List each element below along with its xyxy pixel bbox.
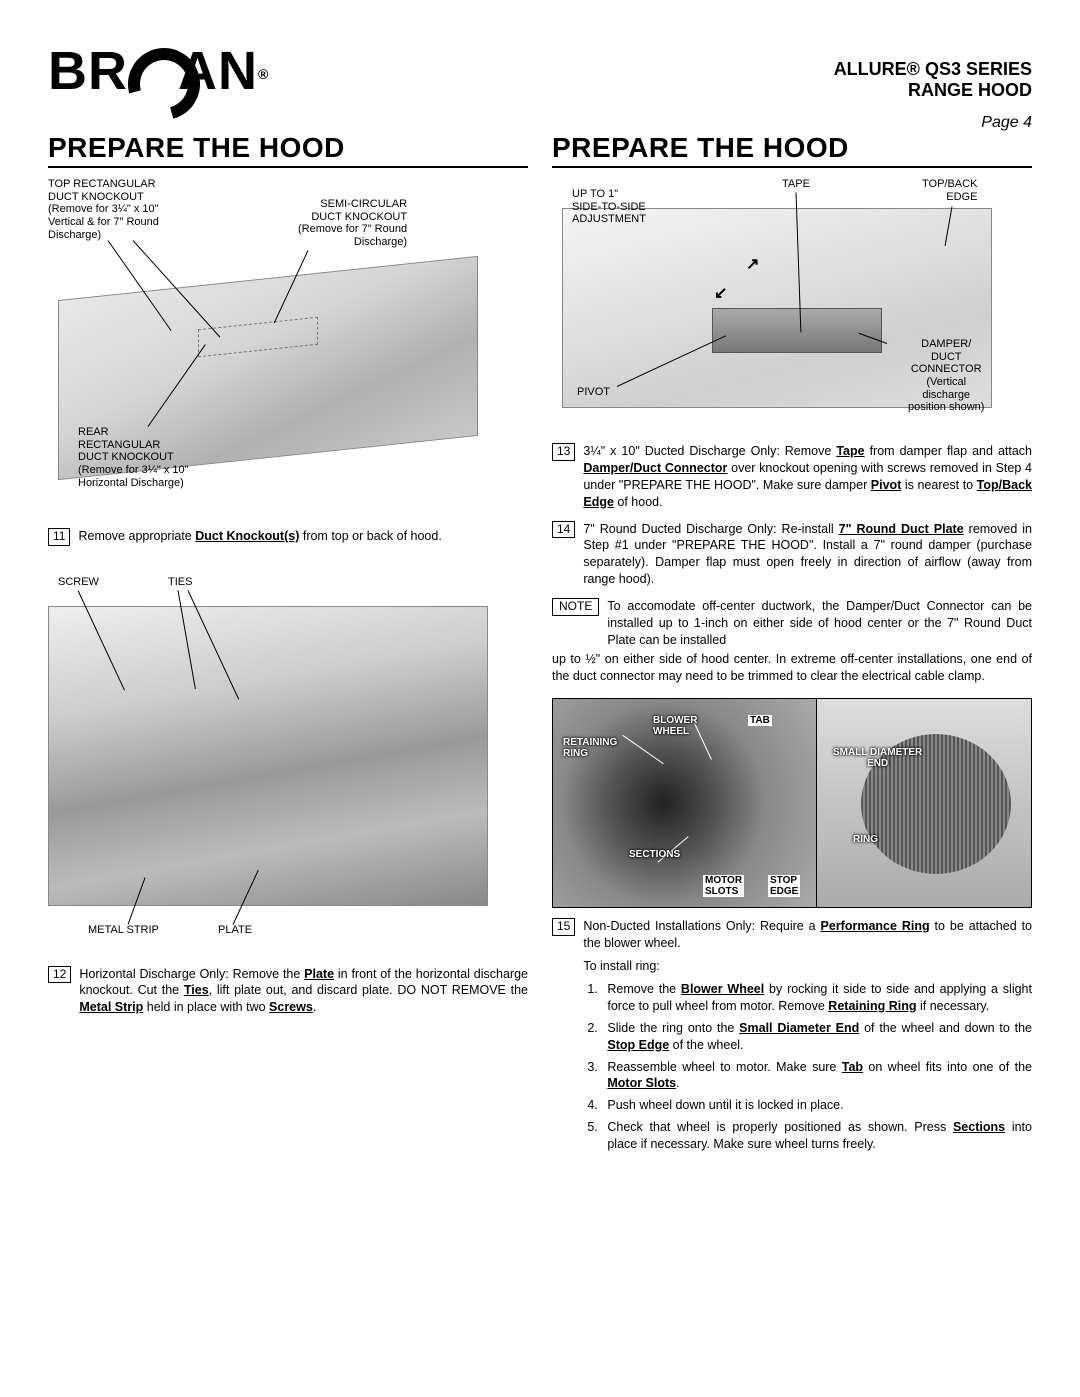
label-sections: SECTIONS <box>629 849 680 860</box>
sub-5: 5.Check that wheel is properly positione… <box>607 1119 1032 1153</box>
figure-plate: SCREW TIES METAL STRIP PLATE <box>48 576 528 956</box>
label-blower-wheel: BLOWERWHEEL <box>653 715 697 737</box>
label-motor-slots: MOTORSLOTS <box>703 875 744 897</box>
step-14-row: 14 7" Round Ducted Discharge Only: Re-in… <box>552 521 1032 589</box>
note-row: NOTE To accomodate off-center ductwork, … <box>552 598 1032 649</box>
header-right: ALLURE® QS3 SERIES RANGE HOOD <box>834 59 1032 102</box>
plate-illustration <box>48 606 488 906</box>
label-screw: SCREW <box>58 576 99 589</box>
step-15-sublist: 1.Remove the Blower Wheel by rocking it … <box>583 981 1032 1153</box>
product-name-1: ALLURE® QS3 SERIES <box>834 59 1032 81</box>
arrows-adjustment: ↙ <box>714 283 727 303</box>
right-column: PREPARE THE HOOD UP TO 1" SIDE-TO-SIDE A… <box>552 132 1032 1168</box>
step-15-row: 15 Non-Ducted Installations Only: Requir… <box>552 918 1032 1158</box>
label-semi-circ: SEMI-CIRCULAR DUCT KNOCKOUT (Remove for … <box>298 198 407 249</box>
step-13-text: 3¼" x 10" Ducted Discharge Only: Remove … <box>583 443 1032 511</box>
note-text-cont: up to ½" on either side of hood center. … <box>552 651 1032 685</box>
step-12-text: Horizontal Discharge Only: Remove the Pl… <box>79 966 528 1017</box>
label-pivot: PIVOT <box>577 386 610 399</box>
figure-knockouts: TOP RECTANGULAR DUCT KNOCKOUT (Remove fo… <box>48 178 528 518</box>
label-plate: PLATE <box>218 924 252 937</box>
left-section-title: PREPARE THE HOOD <box>48 132 528 168</box>
left-column: PREPARE THE HOOD TOP RECTANGULAR DUCT KN… <box>48 132 528 1168</box>
label-topback: TOP/BACK EDGE <box>922 178 977 203</box>
step-13-num: 13 <box>552 443 575 461</box>
label-rear-rect: REAR RECTANGULAR DUCT KNOCKOUT (Remove f… <box>78 426 189 489</box>
note-text-inline: To accomodate off-center ductwork, the D… <box>607 598 1032 649</box>
sub-4: 4.Push wheel down until it is locked in … <box>607 1097 1032 1114</box>
label-tape: TAPE <box>782 178 810 191</box>
label-ties: TIES <box>168 576 192 589</box>
sub-1: 1.Remove the Blower Wheel by rocking it … <box>607 981 1032 1015</box>
step-15-text: Non-Ducted Installations Only: Require a… <box>583 918 1032 1158</box>
label-upto1: UP TO 1" SIDE-TO-SIDE ADJUSTMENT <box>572 188 646 226</box>
step-12-row: 12 Horizontal Discharge Only: Remove the… <box>48 966 528 1017</box>
right-section-title: PREPARE THE HOOD <box>552 132 1032 168</box>
step-14-text: 7" Round Ducted Discharge Only: Re-insta… <box>583 521 1032 589</box>
label-small-diam: SMALL DIAMETEREND <box>833 747 922 769</box>
sub-3: 3.Reassemble wheel to motor. Make sure T… <box>607 1059 1032 1093</box>
content-columns: PREPARE THE HOOD TOP RECTANGULAR DUCT KN… <box>48 132 1032 1168</box>
damper-box <box>712 308 882 353</box>
label-metal-strip: METAL STRIP <box>88 924 159 937</box>
step-11-num: 11 <box>48 528 70 546</box>
brand-logo: BR AN ® <box>48 40 269 102</box>
step-11-text: Remove appropriate Duct Knockout(s) from… <box>78 528 441 545</box>
page-number: Page 4 <box>48 114 1032 132</box>
step-13-row: 13 3¼" x 10" Ducted Discharge Only: Remo… <box>552 443 1032 511</box>
note-label: NOTE <box>552 598 599 616</box>
step-15-intro: To install ring: <box>583 958 1032 975</box>
label-ring: RING <box>853 834 878 845</box>
step-11-row: 11 Remove appropriate Duct Knockout(s) f… <box>48 528 528 546</box>
page-header: BR AN ® ALLURE® QS3 SERIES RANGE HOOD <box>48 40 1032 102</box>
logo-reg: ® <box>258 66 269 82</box>
label-tab: TAB <box>748 715 772 726</box>
step-14-num: 14 <box>552 521 575 539</box>
sub-2: 2.Slide the ring onto the Small Diameter… <box>607 1020 1032 1054</box>
figure-damper: UP TO 1" SIDE-TO-SIDE ADJUSTMENT ↙ ↗ TAP… <box>552 178 1032 433</box>
logo-swirl-icon <box>126 44 180 98</box>
label-top-rect: TOP RECTANGULAR DUCT KNOCKOUT (Remove fo… <box>48 178 159 241</box>
step-12-num: 12 <box>48 966 71 984</box>
product-name-2: RANGE HOOD <box>834 80 1032 102</box>
arrows-adjustment-2: ↗ <box>746 254 759 274</box>
figure-blower: RETAININGRING BLOWERWHEEL TAB SMALL DIAM… <box>552 698 1032 908</box>
label-stop-edge: STOPEDGE <box>768 875 800 897</box>
logo-text-a: BR <box>48 40 128 102</box>
step-15-num: 15 <box>552 918 575 936</box>
label-retaining-ring: RETAININGRING <box>563 737 617 759</box>
label-damper-conn: DAMPER/ DUCT CONNECTOR (Vertical dischar… <box>908 338 984 414</box>
